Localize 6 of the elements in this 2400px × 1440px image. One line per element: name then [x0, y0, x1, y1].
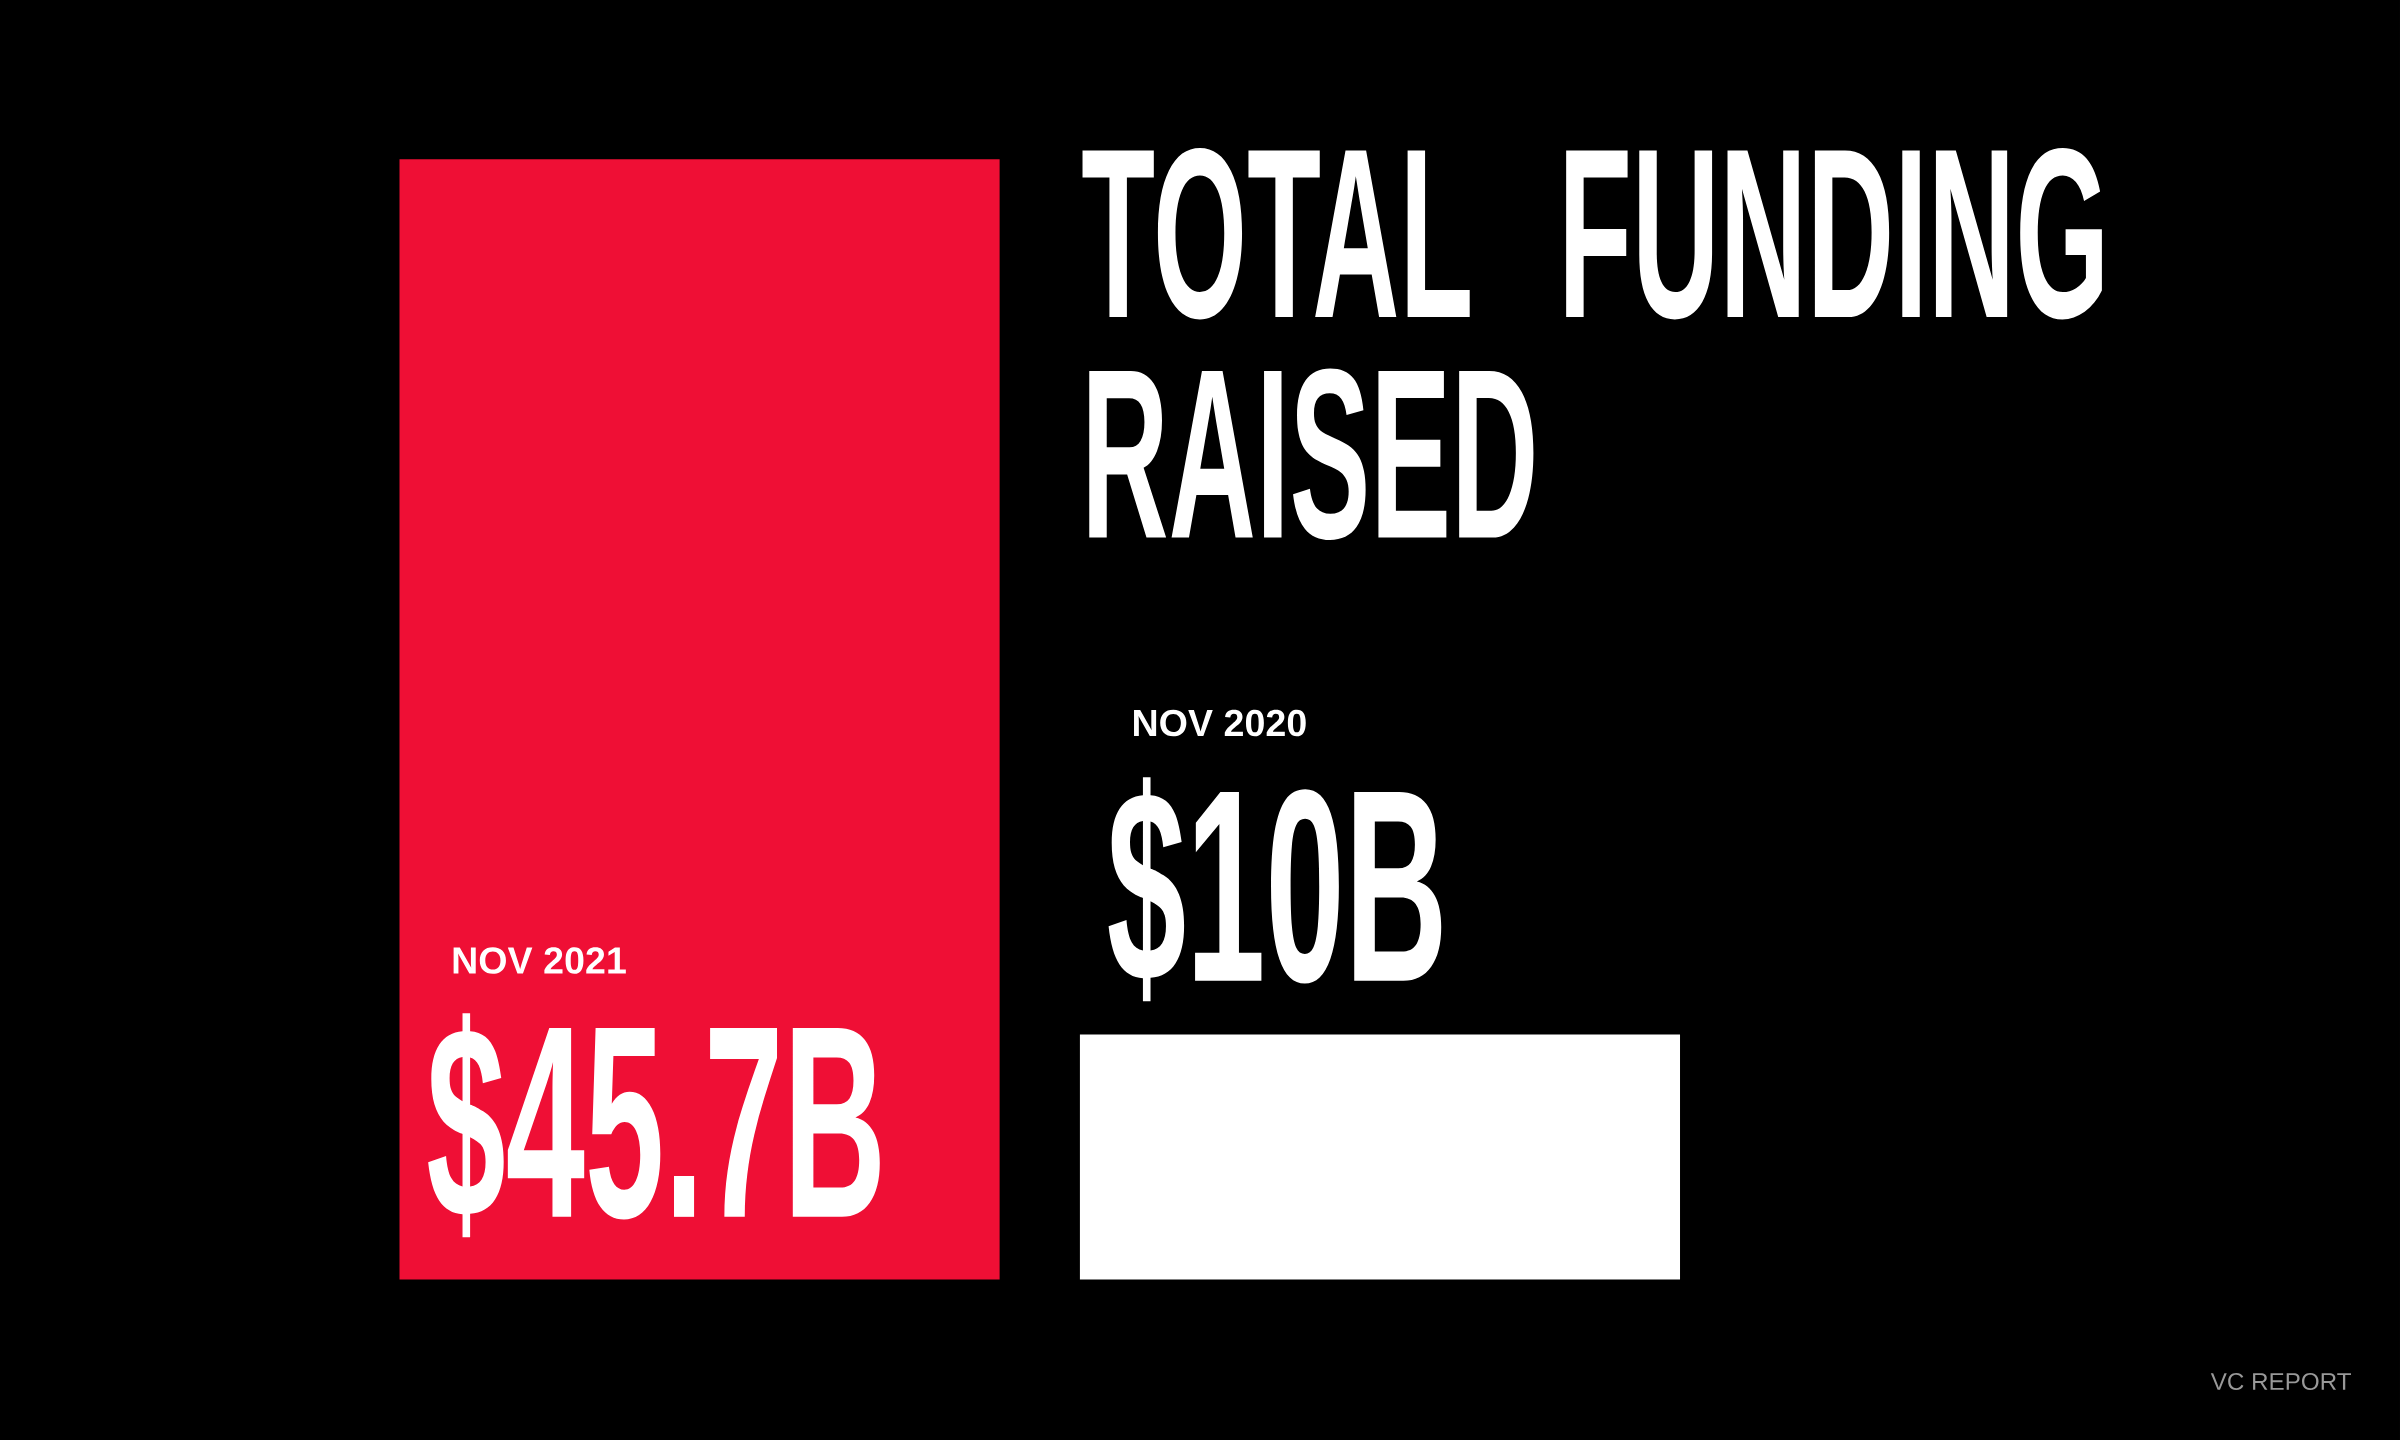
data-label: $10B — [1108, 777, 1442, 1002]
data-label: $45.7B — [428, 1013, 880, 1238]
x-tick-label: NOV 2021 — [453, 947, 626, 974]
chart-title: TOTAL FUNDING RAISED — [1082, 147, 2102, 540]
x-tick-label: NOV 2020 — [1134, 709, 1306, 737]
text: VC REPORT — [2210, 1372, 2351, 1390]
